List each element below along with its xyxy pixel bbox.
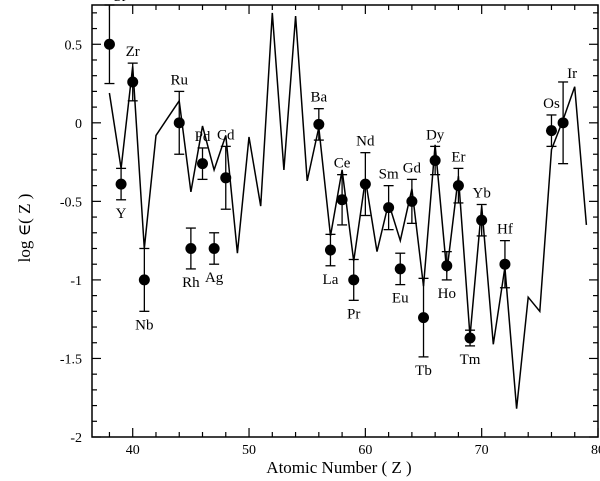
element-label: Os — [543, 96, 560, 112]
element-label: Ag — [205, 270, 224, 286]
data-point — [336, 194, 348, 206]
element-label: Eu — [392, 291, 409, 307]
data-markers — [103, 38, 569, 344]
plot-frame — [91, 4, 599, 438]
y-tick-label: -0.5 — [60, 195, 82, 210]
element-label: Tb — [415, 363, 432, 379]
x-tick-label: 60 — [358, 443, 372, 458]
y-tick-label: -2 — [70, 431, 82, 446]
x-tick-label: 40 — [126, 443, 140, 458]
element-label: Ru — [170, 72, 188, 88]
element-label: Ir — [567, 66, 577, 82]
data-point — [394, 263, 406, 275]
x-tick-label: 50 — [242, 443, 256, 458]
data-point — [441, 260, 453, 272]
data-point — [208, 242, 220, 254]
axis-ticks — [92, 5, 599, 438]
y-axis-title: log ∈( Z ) — [15, 194, 34, 263]
y-tick-label: 0.5 — [65, 38, 83, 53]
element-label: Hf — [497, 222, 513, 238]
y-tick-label: 0 — [75, 117, 82, 132]
element-label: La — [323, 272, 339, 288]
element-label: Tm — [460, 352, 481, 368]
data-point — [418, 312, 430, 324]
data-point — [383, 202, 395, 214]
element-label: Y — [116, 206, 127, 222]
element-label: Ba — [310, 90, 327, 106]
element-label: Ho — [438, 286, 456, 302]
data-point — [197, 158, 209, 170]
x-tick-label: 70 — [475, 443, 489, 458]
element-label: Ce — [334, 156, 351, 172]
element-label: Nb — [135, 317, 153, 333]
data-point — [348, 274, 360, 286]
data-point — [324, 244, 336, 256]
data-point — [545, 125, 557, 137]
data-point — [429, 155, 441, 167]
data-point — [557, 117, 569, 129]
element-label: Cd — [217, 127, 235, 143]
data-point — [359, 178, 371, 190]
data-point — [103, 38, 115, 50]
model-line — [108, 12, 588, 409]
data-point — [464, 332, 476, 344]
element-labels: Sr Y Zr Nb Ru Rh Pd Ag Cd Ba La Ce Pr Nd Sm Eu Gd Tb Dy Ho E… — [113, 0, 577, 379]
element-label: Pr — [347, 306, 360, 322]
data-point — [138, 274, 150, 286]
element-label: Sm — [379, 167, 399, 183]
element-label: Nd — [356, 134, 375, 150]
element-label: Gd — [403, 160, 422, 176]
tick-labels: 40 50 60 70 80 -2 -1.5 -1 -0.5 0 0.5 — [60, 38, 600, 458]
data-point — [127, 76, 139, 88]
element-label: Zr — [126, 44, 140, 60]
data-point — [173, 117, 185, 129]
y-tick-label: -1.5 — [60, 352, 82, 367]
data-point — [499, 258, 511, 270]
element-label: Pd — [195, 129, 211, 145]
data-point — [406, 195, 418, 207]
element-label: Yb — [473, 186, 491, 202]
element-label: Rh — [182, 275, 200, 291]
x-tick-label: 80 — [591, 443, 600, 458]
y-tick-label: -1 — [70, 274, 82, 289]
data-point — [313, 118, 325, 130]
element-label: Er — [451, 149, 465, 165]
data-point — [115, 178, 127, 190]
data-point — [220, 172, 232, 184]
error-bars — [104, 4, 569, 358]
data-point — [476, 214, 488, 226]
element-label: Sr — [113, 0, 126, 5]
data-point — [185, 242, 197, 254]
element-label: Dy — [426, 127, 445, 143]
x-axis-title: Atomic Number ( Z ) — [266, 458, 411, 477]
data-point — [452, 180, 464, 192]
